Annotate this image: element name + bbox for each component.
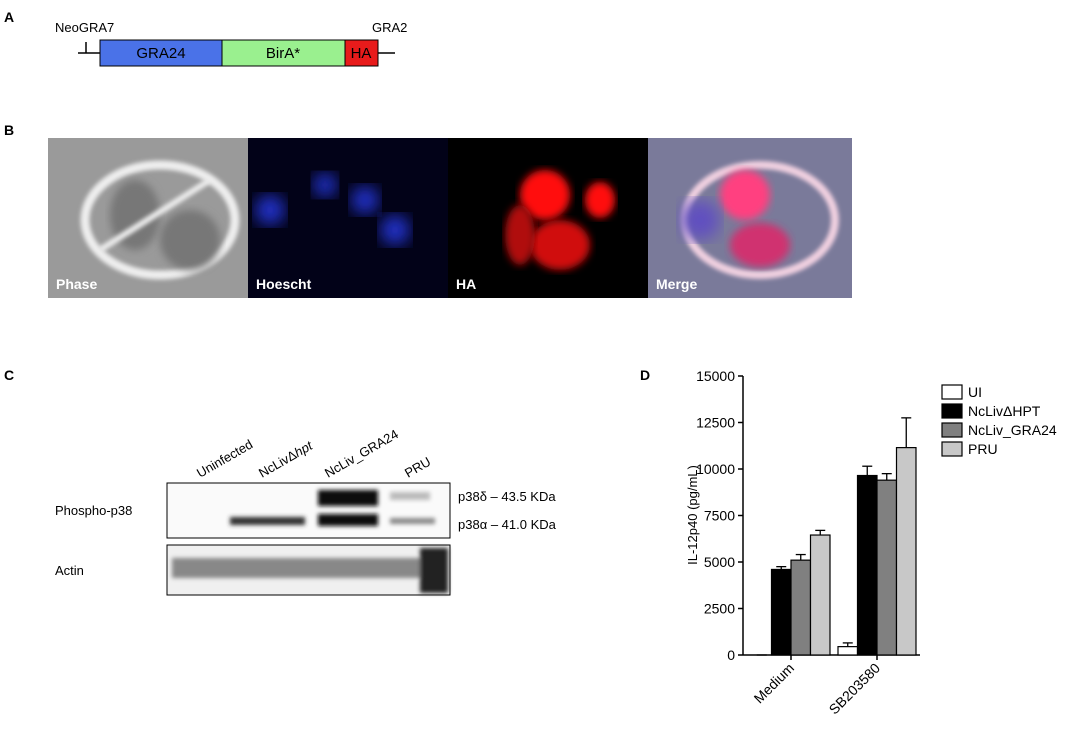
- micrograph: [48, 138, 248, 298]
- x-tick-label: Medium: [751, 660, 798, 707]
- segment-label: BirA*: [266, 45, 300, 62]
- x-tick-label: SB203580: [826, 660, 884, 718]
- image-label: HA: [456, 276, 476, 292]
- y-tick-label: 10000: [696, 461, 735, 477]
- legend-label: UI: [968, 384, 982, 400]
- row-label: Actin: [55, 563, 84, 578]
- bar: [876, 479, 898, 656]
- panel-label: A: [4, 9, 14, 25]
- band-label: p38α – 41.0 KDa: [458, 517, 557, 532]
- lane-label: NcLiv_GRA24: [322, 426, 401, 480]
- bar: [770, 568, 792, 656]
- micrograph: [648, 138, 852, 298]
- lane-label: PRU: [402, 454, 433, 481]
- image-label: Hoescht: [256, 276, 312, 292]
- y-tick-label: 15000: [696, 368, 735, 384]
- legend-label: NcLivΔHPT: [968, 403, 1041, 419]
- legend-swatch: [941, 384, 963, 400]
- bar: [809, 534, 831, 656]
- legend-swatch: [941, 441, 963, 457]
- segment-label: HA: [351, 45, 372, 62]
- segment: [221, 39, 346, 67]
- y-tick-label: 0: [727, 647, 735, 663]
- segment: [344, 39, 379, 67]
- panel-label: D: [640, 367, 650, 383]
- y-tick-label: 7500: [704, 508, 735, 524]
- bar: [837, 646, 859, 656]
- y-tick-label: 5000: [704, 554, 735, 570]
- micrograph: [448, 138, 648, 298]
- panel-label: B: [4, 122, 14, 138]
- y-axis-title: IL-12p40 (pg/mL): [685, 465, 700, 565]
- legend-label: PRU: [968, 441, 998, 457]
- y-tick-label: 12500: [696, 415, 735, 431]
- panel-label: C: [4, 367, 14, 383]
- bar: [895, 447, 917, 656]
- legend-label: NcLiv_GRA24: [968, 422, 1057, 438]
- legend-swatch: [941, 422, 963, 438]
- lane-label: NcLivΔhpt: [256, 437, 316, 480]
- construct-label: NeoGRA7: [55, 20, 114, 35]
- micrograph: [248, 138, 448, 298]
- legend-swatch: [941, 403, 963, 419]
- lane-label: Uninfected: [194, 437, 255, 481]
- bar: [790, 559, 812, 656]
- image-label: Merge: [656, 276, 697, 292]
- bands: [172, 490, 448, 593]
- construct-label: GRA2: [372, 20, 407, 35]
- blot: [166, 482, 451, 539]
- band-label: p38δ – 43.5 KDa: [458, 489, 556, 504]
- bar: [856, 474, 878, 656]
- segment-label: GRA24: [136, 45, 185, 62]
- y-tick-label: 2500: [704, 601, 735, 617]
- image-label: Phase: [56, 276, 97, 292]
- lane-label-part: NcLivΔ: [256, 447, 299, 481]
- row-label: Phospho-p38: [55, 503, 132, 518]
